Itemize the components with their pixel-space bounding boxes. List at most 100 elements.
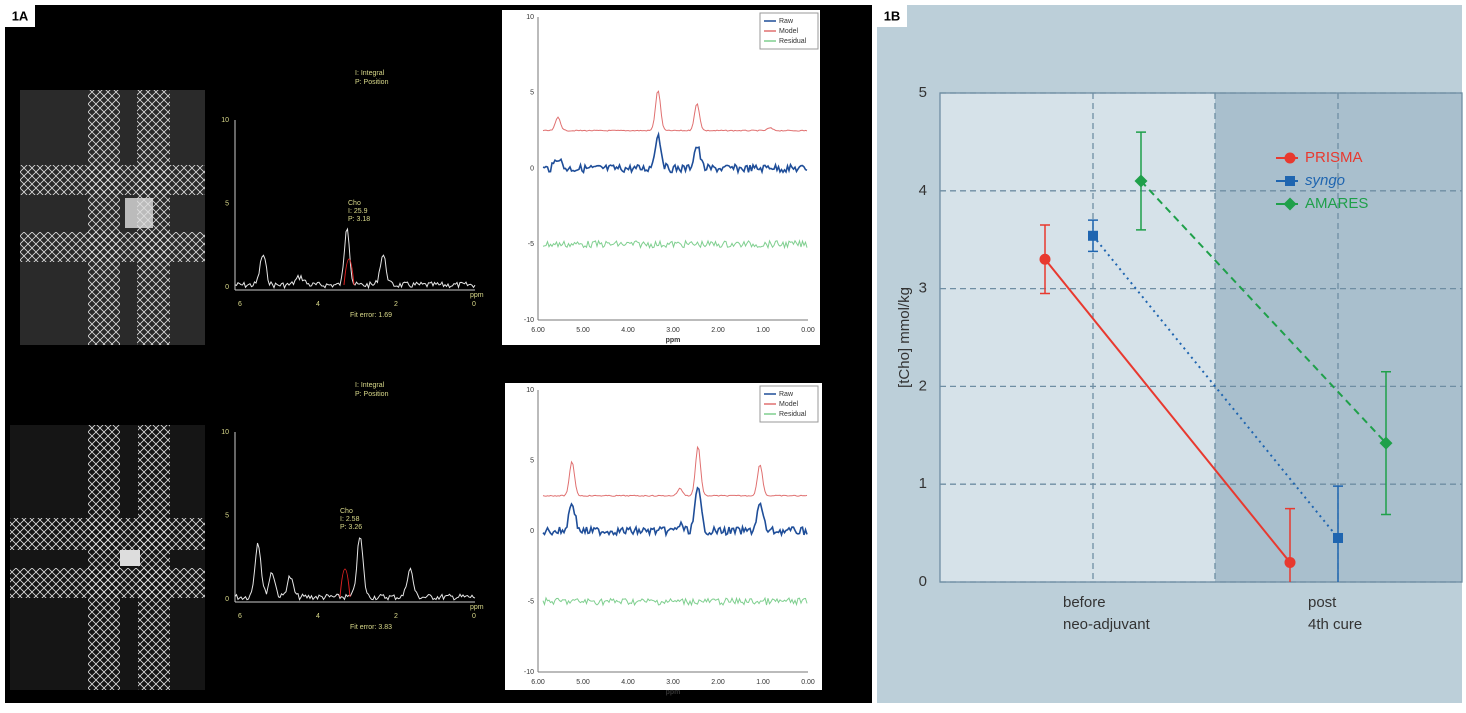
y-tick-label: 10 xyxy=(526,14,534,21)
x-label: ppm xyxy=(666,689,681,696)
plot-area xyxy=(940,93,1215,582)
legend-label: AMARES xyxy=(1305,195,1368,212)
legend-label: Residual xyxy=(779,411,807,418)
y-tick-label: 0 xyxy=(530,528,534,535)
legend-marker xyxy=(1284,152,1296,164)
data-point xyxy=(1379,436,1393,450)
y-tick-label: -5 xyxy=(528,241,534,248)
data-point xyxy=(1284,556,1296,568)
data-point xyxy=(1134,174,1148,188)
y-tick-label: 5 xyxy=(530,90,534,97)
y-tick-label: 0 xyxy=(530,165,534,172)
x-tick-label: 2.00 xyxy=(711,327,725,334)
x-tick-label: 3.00 xyxy=(666,679,680,686)
peak-fit xyxy=(343,258,355,286)
x-unit: ppm xyxy=(470,604,484,611)
x-tick-label: 1.00 xyxy=(756,679,770,686)
peak-label: I: 25.9 xyxy=(348,208,368,215)
x-tick-label: 4 xyxy=(316,301,320,308)
y-tick-label: 3 xyxy=(919,280,927,297)
peak-label: I: 2.58 xyxy=(340,516,360,523)
spectrum xyxy=(542,239,808,250)
y-tick-label: 10 xyxy=(526,387,534,394)
y-tick-label: 5 xyxy=(225,512,229,519)
peak-label: P: 3.18 xyxy=(348,216,370,223)
spectrum xyxy=(234,537,476,601)
error-bar xyxy=(1285,507,1295,582)
x-tick-label: post xyxy=(1308,594,1337,611)
x-tick-label: 6.00 xyxy=(531,327,545,334)
header-text: P: Position xyxy=(355,391,389,398)
spectrum xyxy=(234,227,476,290)
y-tick-label: 2 xyxy=(919,377,927,394)
y-tick-label: 10 xyxy=(221,429,229,436)
x-tick-label: 4th cure xyxy=(1308,616,1362,633)
peak-fit xyxy=(339,568,351,598)
x-unit: ppm xyxy=(470,292,484,299)
legend-label: Raw xyxy=(779,18,794,25)
legend-label: syngo xyxy=(1305,172,1345,189)
x-tick-label: 0.00 xyxy=(801,327,815,334)
fit-error: Fit error: 1.69 xyxy=(350,312,392,319)
header-text: I: Integral xyxy=(355,70,385,77)
x-tick-label: neo-adjuvant xyxy=(1063,616,1151,633)
y-tick-label: 5 xyxy=(530,457,534,464)
x-label: ppm xyxy=(666,337,681,344)
x-tick-label: 5.00 xyxy=(576,679,590,686)
peak-label: P: 3.26 xyxy=(340,524,362,531)
x-tick-label: 3.00 xyxy=(666,327,680,334)
y-tick-label: -10 xyxy=(524,669,534,676)
y-tick-label: 0 xyxy=(919,573,927,590)
panel-b-chart: 0 1 2 3 4 5 [tCho] mmol/kg before neo-adjuvant po… xyxy=(896,84,1463,633)
model-plot-bg xyxy=(502,10,820,345)
x-tick-label: 0.00 xyxy=(801,679,815,686)
spectrum xyxy=(542,90,808,132)
data-point xyxy=(1039,253,1051,265)
panel-label-box xyxy=(877,5,907,27)
y-tick-label: 1 xyxy=(919,475,927,492)
data-point xyxy=(1333,532,1343,543)
legend-marker xyxy=(1283,197,1297,211)
spectrum xyxy=(542,445,808,497)
model-plot: 10 5 0 -5 -10 6.00 5.00 4.00 3.00 2.00 1.00 0.00 ppm… xyxy=(524,12,819,344)
peak-label: Cho xyxy=(348,200,361,207)
x-tick-label: 1.00 xyxy=(756,327,770,334)
model-plot: 10 5 0 -5 -10 6.00 5.00 4.00 3.00 2.00 1.00 0.00 ppm… xyxy=(524,385,819,696)
y-tick-label: 10 xyxy=(221,117,229,124)
fit-error: Fit error: 3.83 xyxy=(350,624,392,631)
header-text: P: Position xyxy=(355,79,389,86)
spectrum xyxy=(542,486,808,538)
mr-image xyxy=(10,90,205,690)
legend-label: PRISMA xyxy=(1305,149,1363,166)
plot-border xyxy=(939,92,1463,583)
legend-label: Residual xyxy=(779,38,807,45)
y-axis-label: [tCho] mmol/kg xyxy=(896,287,913,388)
y-tick-label: 0 xyxy=(225,596,229,603)
x-tick-label: 2 xyxy=(394,613,398,620)
y-tick-label: 5 xyxy=(919,84,927,101)
panel-label: 1B xyxy=(884,8,901,23)
legend-label: Model xyxy=(779,28,799,35)
model-plot-bg xyxy=(505,383,822,690)
y-tick-label: -10 xyxy=(524,317,534,324)
peak-label: Cho xyxy=(340,508,353,515)
y-tick-label: -5 xyxy=(528,598,534,605)
series-line xyxy=(1092,235,1339,539)
panel-label-box xyxy=(5,5,35,27)
x-tick-label: 2.00 xyxy=(711,679,725,686)
spectrum xyxy=(542,131,808,175)
y-tick-label: 4 xyxy=(919,182,927,199)
legend-marker xyxy=(1285,176,1295,186)
x-tick-label: 6 xyxy=(238,301,242,308)
x-tick-label: 0 xyxy=(472,301,476,308)
header-text: I: Integral xyxy=(355,382,385,389)
legend-label: Model xyxy=(779,401,799,408)
legend-label: Raw xyxy=(779,391,794,398)
series-line xyxy=(1044,258,1291,564)
panel-label: 1A xyxy=(12,8,29,23)
